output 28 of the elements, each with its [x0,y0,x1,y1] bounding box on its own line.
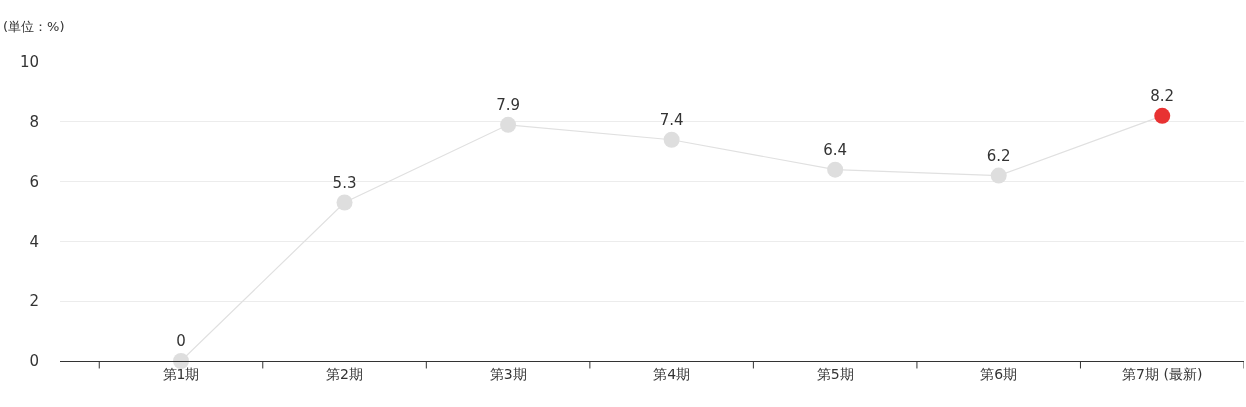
x-tick-label: 第7期 (最新) [1122,365,1203,382]
y-tick-label: 0 [29,352,39,371]
data-label: 7.9 [496,96,521,115]
point [1154,107,1171,124]
y-tick-label: 4 [29,232,39,251]
point [336,194,353,211]
point [173,353,190,369]
data-label: 6.2 [986,146,1011,165]
point [827,161,844,178]
data-label: 8.2 [1150,87,1175,106]
x-tick-label: 第1期 [162,365,200,382]
y-tick-label: 6 [29,172,39,191]
x-tick-label: 第2期 [326,365,364,382]
point [500,116,517,133]
x-tick-label: 第5期 [816,365,854,382]
x-tick-label: 第6期 [980,365,1018,382]
point [663,131,680,148]
point [990,167,1007,184]
data-label: 6.4 [823,140,848,159]
x-tick-label: 第4期 [653,365,691,382]
data-label: 0 [176,332,186,351]
y-axis-title: (単位：%) [3,19,65,34]
y-tick-label: 2 [29,292,39,311]
data-label: 5.3 [332,173,357,192]
x-tick-label: 第3期 [489,365,527,382]
y-tick-label: 10 [19,53,39,72]
data-label: 7.4 [659,110,684,129]
y-tick-label: 8 [29,113,39,132]
